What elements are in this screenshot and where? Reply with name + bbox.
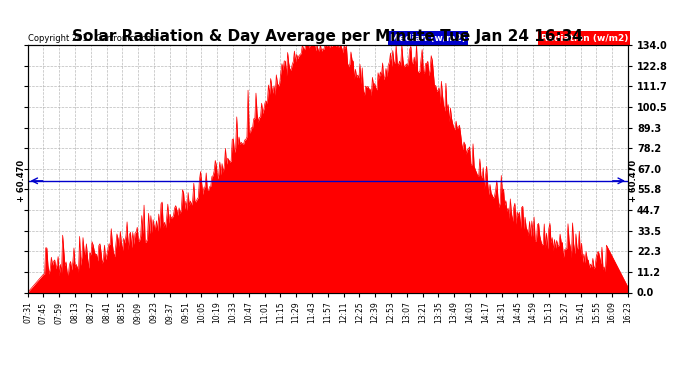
Text: Radiation (w/m2): Radiation (w/m2) xyxy=(540,33,628,42)
Text: Median (w/m2): Median (w/m2) xyxy=(390,33,466,42)
Text: + 60.470: + 60.470 xyxy=(629,160,638,202)
Title: Solar Radiation & Day Average per Minute Tue Jan 24 16:34: Solar Radiation & Day Average per Minute… xyxy=(72,29,583,44)
Text: Copyright 2017 Cartronics.com: Copyright 2017 Cartronics.com xyxy=(28,33,159,42)
Text: + 60.470: + 60.470 xyxy=(17,160,26,202)
